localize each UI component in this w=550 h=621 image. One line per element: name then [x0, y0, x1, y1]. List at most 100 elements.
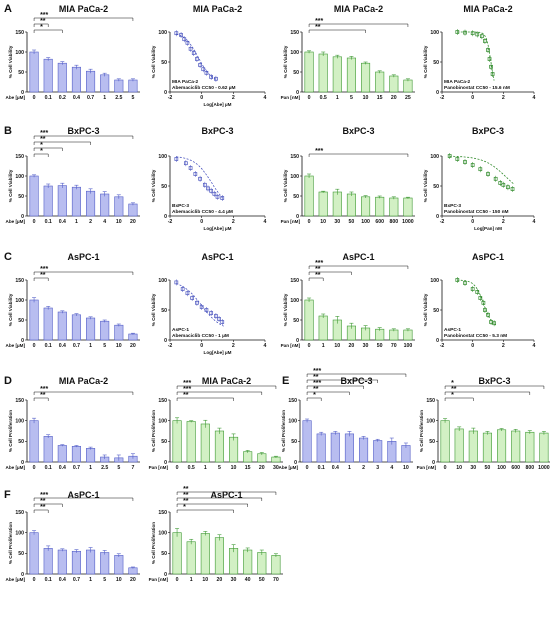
bar: [200, 533, 210, 575]
x-tick-label: 70: [273, 577, 279, 583]
y-tick-label: 0: [21, 460, 24, 466]
chart-11: AsPC-1 0 50 100 150 % Cell Viability 0 1 10 20 30 5…: [281, 252, 415, 349]
y-axis-label: % Cell Viability: [151, 45, 156, 78]
x-tick-label: 0.4: [59, 219, 66, 225]
chart-title: AsPC-1: [67, 252, 99, 262]
significance-label: ***: [40, 12, 48, 19]
chart-title: BxPC-3: [340, 376, 372, 386]
y-axis-label: % Cell Viability: [283, 45, 288, 78]
y-tick-label: 50: [161, 551, 167, 557]
y-axis-label: % Cell Proliferation: [151, 522, 156, 564]
significance-label: ***: [183, 386, 191, 393]
y-tick-label: 100: [15, 174, 24, 180]
significance-label: ***: [313, 380, 321, 387]
data-point: [220, 196, 225, 200]
chart-title: BxPC-3: [478, 376, 510, 386]
x-tick-label: 0: [176, 465, 179, 471]
y-tick-label: 100: [430, 30, 439, 36]
x-tick-label: 2.5: [101, 465, 108, 471]
data-point: [209, 188, 214, 193]
bar: [389, 75, 399, 93]
chart-title: AsPC-1: [201, 252, 233, 262]
y-tick-label: 50: [18, 318, 24, 324]
x-tick-label: 0.4: [332, 465, 339, 471]
y-tick-label: 100: [15, 418, 24, 424]
bar: [403, 329, 413, 341]
bar: [302, 420, 312, 463]
data-point: [470, 31, 475, 36]
bar: [346, 193, 356, 217]
bar: [375, 196, 385, 217]
x-tick-label: 0.1: [45, 465, 52, 471]
x-tick-label: 0.1: [318, 465, 325, 471]
x-tick-label: 0: [200, 95, 203, 101]
significance-label: **: [40, 18, 46, 25]
cc50-annotation: Abemaciclib CC50 - 0.62 µM: [172, 85, 236, 91]
data-point: [206, 186, 210, 191]
x-tick-label: 5: [131, 95, 134, 101]
x-tick-label: 0: [308, 95, 311, 101]
x-tick-label: -2: [168, 343, 173, 349]
cc50-annotation: MIA PaCa-2: [172, 79, 199, 85]
significance-label: **: [40, 272, 46, 279]
bar: [361, 62, 371, 93]
bar: [401, 445, 411, 463]
y-tick-label: 0: [21, 338, 24, 344]
x-unit-label: Pan [nM]: [281, 219, 301, 224]
data-point: [463, 281, 467, 285]
y-axis-label: % Cell Viability: [151, 169, 156, 202]
data-point: [486, 312, 490, 317]
x-tick-label: 0: [33, 577, 36, 583]
bar: [186, 421, 196, 463]
cc50-annotation: MIA PaCa-2: [444, 79, 471, 85]
x-tick-label: 0: [176, 577, 179, 583]
chart-title: BxPC-3: [201, 126, 233, 136]
y-tick-label: 150: [15, 278, 24, 284]
panel-letter-d: D: [4, 375, 12, 387]
panel-letter-a: A: [4, 3, 12, 15]
x-tick-label: 0.4: [59, 343, 66, 349]
y-axis-label: % Cell Viability: [283, 169, 288, 202]
x-tick-label: 2: [502, 219, 505, 225]
bar: [114, 79, 124, 93]
bar: [71, 314, 81, 341]
bar: [454, 428, 464, 463]
bar: [389, 329, 399, 341]
bar: [114, 555, 124, 575]
data-point: [204, 70, 209, 75]
data-point: [478, 296, 483, 300]
data-point: [463, 30, 467, 35]
x-tick-label: 10: [363, 95, 369, 101]
bar: [128, 567, 138, 575]
bar: [214, 430, 224, 463]
x-unit-label: Pan [nM]: [281, 95, 301, 100]
bar: [43, 58, 53, 93]
bar: [100, 320, 110, 341]
x-tick-label: -2: [168, 95, 173, 101]
data-point: [475, 290, 480, 294]
significance-label: **: [315, 24, 321, 31]
significance-label: **: [183, 392, 189, 399]
chart-title: BxPC-3: [67, 126, 99, 136]
x-tick-label: 0: [33, 219, 36, 225]
x-unit-label: Abe [µM]: [6, 577, 26, 582]
x-tick-label: 25: [405, 95, 411, 101]
data-point: [481, 300, 486, 305]
x-tick-label: 10: [334, 343, 340, 349]
data-point: [506, 185, 510, 190]
x-tick-label: 4: [533, 95, 536, 101]
y-tick-label: 0: [21, 572, 24, 578]
x-tick-label: 2.5: [115, 95, 122, 101]
data-point: [493, 176, 498, 181]
y-tick-label: 0: [294, 460, 297, 466]
x-tick-label: 0: [471, 95, 474, 101]
y-tick-label: 100: [290, 50, 299, 56]
y-tick-label: 150: [426, 398, 435, 404]
x-tick-label: 2: [502, 343, 505, 349]
x-tick-label: 1: [103, 95, 106, 101]
x-tick-label: 10: [403, 465, 409, 471]
bar: [243, 451, 253, 463]
y-tick-label: 100: [158, 418, 167, 424]
